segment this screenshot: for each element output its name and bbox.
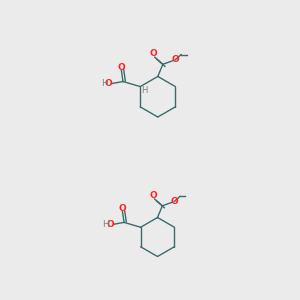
Text: H: H [101, 79, 107, 88]
Text: O: O [171, 197, 178, 206]
Text: O: O [150, 191, 158, 200]
Text: O: O [172, 55, 179, 64]
Text: O: O [106, 220, 114, 229]
Text: H: H [103, 220, 109, 229]
Text: O: O [118, 63, 125, 72]
Text: H: H [142, 86, 148, 95]
Text: O: O [150, 49, 158, 58]
Text: O: O [105, 79, 113, 88]
Text: O: O [118, 204, 126, 213]
